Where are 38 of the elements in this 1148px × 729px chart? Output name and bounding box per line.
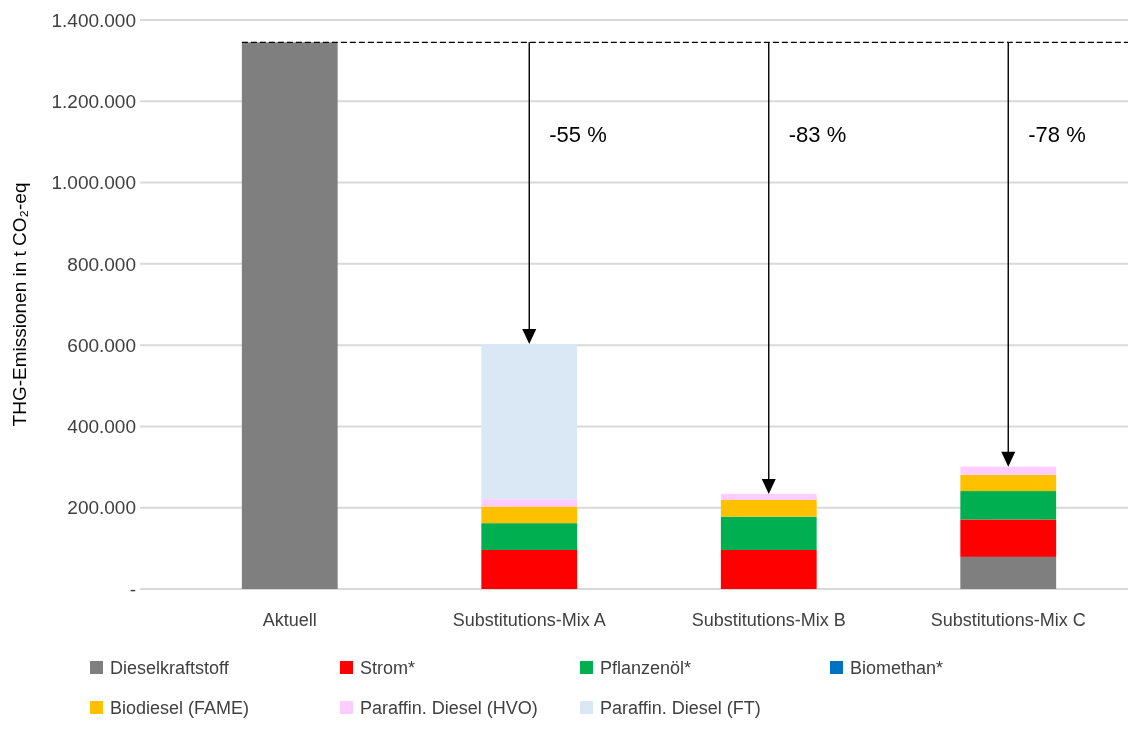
y-tick-label: 400.000 xyxy=(67,416,136,438)
bar xyxy=(720,516,817,550)
bar xyxy=(720,493,817,500)
legend-label: Paraffin. Diesel (HVO) xyxy=(360,698,538,719)
bar xyxy=(481,549,578,589)
y-tick-label: 800.000 xyxy=(67,253,136,275)
bar xyxy=(720,499,817,517)
y-axis-title: THG-Emissionen in t CO₂-eq xyxy=(9,182,30,427)
y-tick-label: 1.000.000 xyxy=(51,172,136,194)
legend-label: Strom* xyxy=(360,658,416,679)
bar xyxy=(960,474,1057,492)
legend-label: Pflanzenöl* xyxy=(600,658,692,679)
bar xyxy=(481,523,578,550)
y-tick-label: 600.000 xyxy=(67,334,136,356)
x-tick-label: Substitutions-Mix C xyxy=(930,610,1086,630)
legend-label: Paraffin. Diesel (FT) xyxy=(600,698,761,719)
y-tick-label: - xyxy=(129,578,136,600)
y-tick-label: 200.000 xyxy=(67,497,136,519)
legend-label: Biomethan* xyxy=(850,658,944,679)
y-tick-label: 1.400.000 xyxy=(51,9,136,31)
bar xyxy=(960,556,1057,589)
bar xyxy=(960,519,1057,557)
legend-label: Dieselkraftstoff xyxy=(110,658,230,679)
bar xyxy=(481,343,578,500)
y-tick-label: 1.200.000 xyxy=(51,90,136,112)
annotation: -55 % xyxy=(549,121,607,147)
bar xyxy=(481,499,578,507)
x-tick-label: Aktuell xyxy=(262,610,317,630)
bar xyxy=(960,491,1057,520)
bar xyxy=(481,506,578,524)
bar xyxy=(241,42,338,589)
x-tick-label: Substitutions-Mix B xyxy=(691,610,846,630)
annotation: -78 % xyxy=(1028,121,1086,147)
legend-label: Biodiesel (FAME) xyxy=(110,698,250,719)
annotation: -83 % xyxy=(788,121,847,147)
bar xyxy=(960,466,1057,475)
bar xyxy=(720,549,817,589)
x-tick-label: Substitutions-Mix A xyxy=(452,610,606,630)
